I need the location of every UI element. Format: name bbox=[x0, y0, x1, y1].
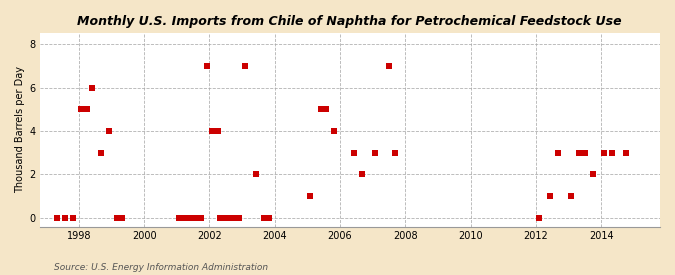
Point bbox=[218, 216, 229, 220]
Point bbox=[215, 216, 225, 220]
Point bbox=[76, 107, 87, 112]
Point bbox=[566, 194, 576, 198]
Point bbox=[188, 216, 198, 220]
Point bbox=[580, 150, 591, 155]
Point bbox=[196, 216, 207, 220]
Point bbox=[82, 107, 92, 112]
Point bbox=[228, 216, 239, 220]
Point bbox=[552, 150, 563, 155]
Title: Monthly U.S. Imports from Chile of Naphtha for Petrochemical Feedstock Use: Monthly U.S. Imports from Chile of Napht… bbox=[78, 15, 622, 28]
Point bbox=[607, 150, 618, 155]
Point bbox=[259, 216, 269, 220]
Point bbox=[321, 107, 331, 112]
Point bbox=[234, 216, 245, 220]
Point bbox=[212, 129, 223, 133]
Point bbox=[223, 216, 234, 220]
Point bbox=[95, 150, 106, 155]
Point bbox=[111, 216, 122, 220]
Point bbox=[329, 129, 340, 133]
Point bbox=[226, 216, 237, 220]
Point bbox=[356, 172, 367, 177]
Point bbox=[220, 216, 231, 220]
Point bbox=[250, 172, 261, 177]
Point bbox=[185, 216, 196, 220]
Point bbox=[68, 216, 78, 220]
Point bbox=[574, 150, 585, 155]
Point bbox=[190, 216, 201, 220]
Point bbox=[177, 216, 188, 220]
Point bbox=[103, 129, 114, 133]
Point bbox=[207, 129, 217, 133]
Point bbox=[59, 216, 70, 220]
Point bbox=[201, 64, 212, 68]
Point bbox=[533, 216, 544, 220]
Point bbox=[620, 150, 631, 155]
Point bbox=[174, 216, 185, 220]
Point bbox=[180, 216, 190, 220]
Point bbox=[239, 64, 250, 68]
Point bbox=[51, 216, 62, 220]
Point bbox=[117, 216, 128, 220]
Y-axis label: Thousand Barrels per Day: Thousand Barrels per Day bbox=[15, 67, 25, 193]
Point bbox=[304, 194, 315, 198]
Point bbox=[588, 172, 599, 177]
Point bbox=[383, 64, 394, 68]
Point bbox=[261, 216, 272, 220]
Point bbox=[193, 216, 204, 220]
Point bbox=[348, 150, 359, 155]
Point bbox=[544, 194, 555, 198]
Point bbox=[370, 150, 381, 155]
Text: Source: U.S. Energy Information Administration: Source: U.S. Energy Information Administ… bbox=[54, 263, 268, 272]
Point bbox=[264, 216, 275, 220]
Point bbox=[599, 150, 610, 155]
Point bbox=[182, 216, 193, 220]
Point bbox=[87, 86, 98, 90]
Point bbox=[231, 216, 242, 220]
Point bbox=[316, 107, 327, 112]
Point bbox=[389, 150, 400, 155]
